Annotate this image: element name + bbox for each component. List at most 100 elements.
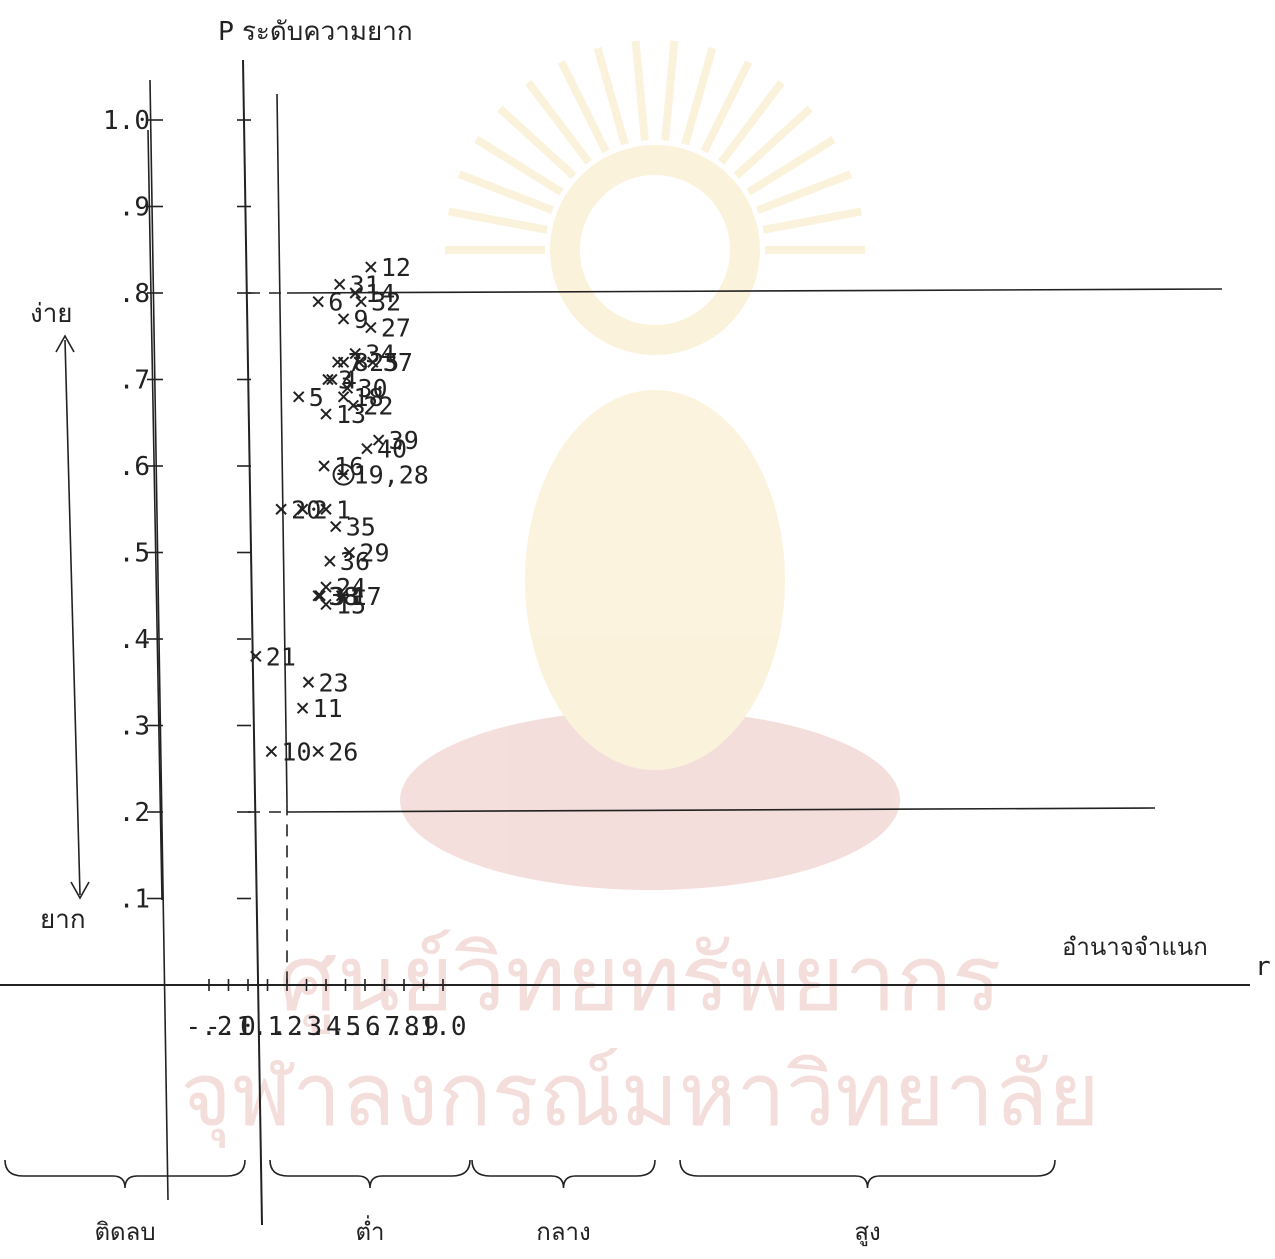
hard-label: ยาก (40, 905, 86, 935)
data-point: 11 (296, 694, 343, 723)
x-tick-label: .6 (349, 1012, 380, 1042)
point-marker (372, 434, 385, 446)
point-label: 24 (336, 573, 366, 602)
point-label: 18 (354, 383, 384, 412)
watermark-ray (631, 40, 649, 141)
point-marker (324, 555, 336, 567)
point-label: 23 (318, 668, 348, 697)
point-marker (320, 503, 332, 515)
point-label: 19,28 (354, 461, 429, 490)
ref-line-solid-y (286, 807, 1156, 813)
point-label: 12 (381, 253, 411, 282)
point-marker (312, 590, 324, 602)
watermark-text-1: ศูนย์วิทยทรัพยากร (279, 925, 1002, 1034)
x-tick-label: -.2 (186, 1012, 233, 1042)
point-marker (361, 442, 373, 455)
y-tick-label: .5 (119, 539, 150, 569)
data-point: 33 (314, 582, 360, 611)
point-label: 39 (389, 426, 419, 455)
y-tick-label: .7 (119, 366, 150, 396)
point-label: 21 (266, 642, 296, 671)
point-marker (337, 356, 350, 368)
group-brace (471, 1159, 656, 1189)
point-label: 40 (377, 435, 407, 464)
point-marker (349, 347, 361, 360)
watermark-ray (681, 46, 717, 146)
data-point: 39 (372, 426, 419, 455)
point-label: 1 (336, 495, 351, 524)
point-label: 22 (363, 391, 393, 420)
point-label: 14 (365, 279, 395, 308)
y-tick-label: .8 (119, 279, 150, 309)
x-tick-label: .5 (330, 1012, 361, 1042)
y-tick-label: .2 (119, 798, 150, 828)
reference-lines (248, 94, 1223, 985)
point-label: 29 (359, 539, 389, 568)
point-label: 2 (313, 495, 328, 524)
x-axis-symbol: r (1255, 952, 1271, 982)
point-marker (265, 745, 278, 758)
point-label: 9 (354, 305, 369, 334)
y-tick-label: .3 (119, 712, 150, 742)
y-tick-label: .9 (119, 193, 150, 223)
data-points: 12345678910111213141516171819,2820212223… (250, 253, 429, 766)
point-marker (314, 590, 326, 602)
data-point: 35 (330, 513, 376, 542)
data-point: 22 (347, 391, 393, 420)
watermark-ray (474, 136, 564, 196)
easy-hard-arrow-line (64, 339, 81, 896)
x-tick-label: .1 (252, 1012, 283, 1042)
watermark-ray (733, 105, 813, 179)
point-marker (353, 356, 365, 368)
group-label: ต่ำ (355, 1215, 384, 1246)
x-tick-label: -.1 (205, 1012, 252, 1042)
point-marker (330, 520, 342, 533)
point-label: 37 (383, 348, 413, 377)
point-marker (365, 261, 377, 273)
y-axis-line (242, 59, 263, 1226)
data-point: 30 (341, 374, 388, 403)
data-point: 2 (296, 495, 328, 524)
watermark-text-2: จุฬาลงกรณ์มหาวิทยาลัย (180, 1043, 1100, 1148)
watermark-ray (700, 60, 753, 154)
group-label: กลาง (536, 1218, 590, 1246)
point-marker (355, 295, 367, 308)
data-point: 5 (292, 383, 324, 412)
y-tick-label: 1.0 (103, 106, 150, 136)
y-tick-label: .1 (119, 885, 150, 915)
point-label: 35 (346, 513, 376, 542)
data-point: 12 (365, 253, 411, 282)
watermark-ray (457, 170, 554, 214)
point-label: 5 (309, 383, 324, 412)
watermark-sun-shape (550, 145, 760, 355)
point-marker (341, 382, 354, 394)
data-point: 26 (312, 737, 358, 766)
watermark-emblem: ศูนย์วิทยทรัพยากร จุฬาลงกรณ์มหาวิทยาลัย (180, 40, 1100, 1148)
point-label: 6 (328, 288, 343, 317)
point-marker (312, 295, 324, 308)
y-tick-label: .4 (119, 625, 150, 655)
ref-line-solid-x (276, 94, 288, 804)
x-tick-label: .3 (291, 1012, 322, 1042)
point-marker (347, 399, 360, 412)
watermark-ray (497, 105, 577, 179)
watermark-ray (447, 207, 548, 234)
data-point: 32 (355, 288, 401, 317)
point-marker (320, 408, 332, 420)
point-marker (343, 546, 356, 559)
data-point: 36 (324, 547, 370, 576)
x-tick-labels: -.2-.10.1.2.3.4.5.6.7.8.91.0 (186, 979, 466, 1042)
data-point: 14 (349, 279, 395, 308)
watermark-ray (762, 207, 863, 234)
watermark-ray (718, 80, 785, 165)
x-tick-label: .8 (388, 1012, 419, 1042)
watermark-ray (525, 80, 592, 165)
point-marker (302, 676, 315, 688)
x-tick-label: .4 (310, 1012, 341, 1042)
y-tick-label: .6 (119, 452, 150, 482)
data-point: 34 (349, 340, 395, 369)
data-point: 31 (333, 270, 380, 299)
point-marker (337, 313, 350, 325)
point-marker (365, 321, 377, 334)
point-label: 17 (352, 582, 382, 611)
